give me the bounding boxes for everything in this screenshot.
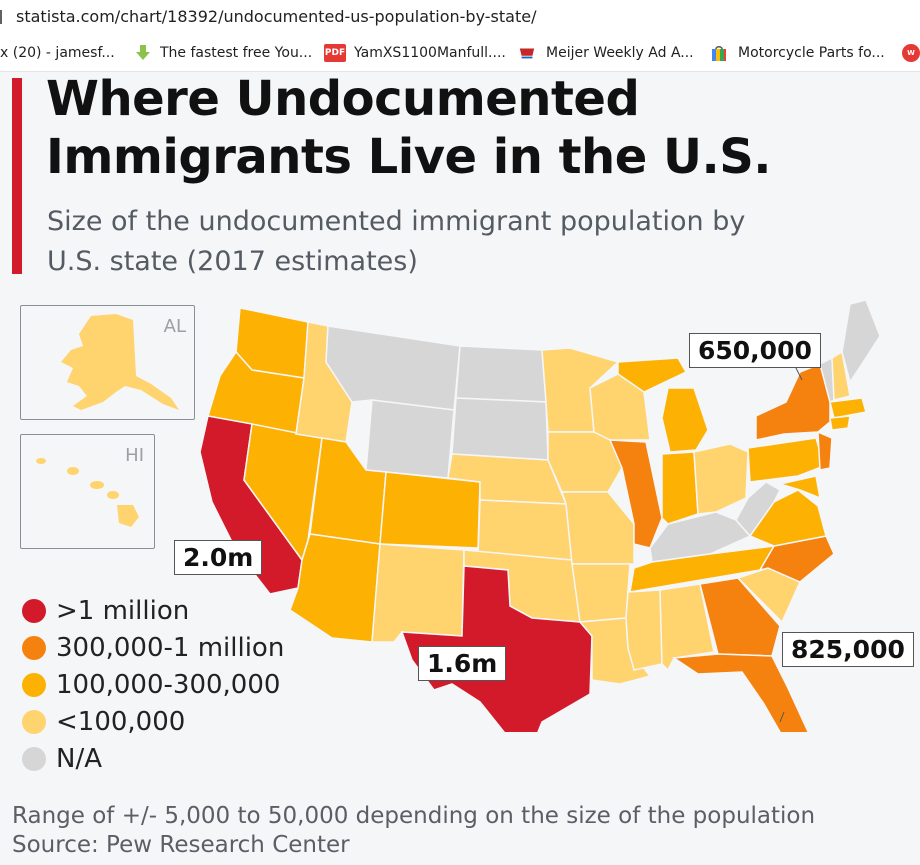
state-maine [841,299,881,384]
alaska-shape [61,314,179,410]
shopping-bag-icon [710,44,728,62]
title-accent-bar [12,78,22,274]
bookmark-meijer[interactable]: Meijer Weekly Ad A... [546,45,694,61]
state-missouri [560,491,635,565]
state-arkansas [571,563,631,623]
legend-item: N/A [22,740,284,777]
leader-florida [779,711,785,723]
state-south-dakota [451,397,549,461]
legend-swatch-light [22,709,46,734]
state-michigan-upper [617,357,688,393]
legend-item: 100,000-300,000 [22,666,284,703]
callout-texas: 1.6m [418,646,507,681]
state-indiana [661,451,699,525]
download-arrow-icon [134,44,152,62]
state-colorado [379,471,481,549]
hawaii-inset: HI [20,434,155,549]
legend-item: <100,000 [22,703,284,740]
pdf-icon: PDF [324,44,346,62]
footnote: Range of +/- 5,000 to 50,000 depending o… [12,802,815,860]
meijer-icon [518,44,536,62]
bookmark-mail[interactable]: x (20) - jamesf... [0,45,115,61]
state-mississippi [625,589,663,671]
legend-label: N/A [56,743,102,774]
walmart-icon[interactable]: W [902,44,920,62]
legend-label: 100,000-300,000 [56,669,281,700]
bookmark-youtube-downloader[interactable]: The fastest free You... [160,45,313,61]
footnote-range: Range of +/- 5,000 to 50,000 depending o… [12,803,816,829]
legend-swatch-orange [22,635,46,660]
callout-florida: 825,000 [782,632,914,667]
bookmarks-bar: x (20) - jamesf... The fastest free You.… [0,34,920,72]
state-michigan [661,387,709,453]
callout-california: 2.0m [174,540,263,575]
state-maryland [777,475,821,500]
us-map [199,299,881,732]
address-bar[interactable]: statista.com/chart/18392/undocumented-us… [0,0,920,34]
chart-subtitle: Size of the undocumented immigrant popul… [47,206,746,277]
footnote-source: Source: Pew Research Center [12,832,350,858]
legend-swatch-red [22,598,46,623]
legend-label: >1 million [56,595,190,626]
title-line-1: Where Undocumented [46,72,640,127]
legend: >1 million 300,000-1 million 100,000-300… [22,592,284,777]
state-wyoming [365,399,455,479]
alaska-label: AL [163,316,186,337]
legend-label: <100,000 [56,706,186,737]
state-florida [671,653,809,732]
title-line-2: Immigrants Live in the U.S. [46,129,772,185]
url-text[interactable]: statista.com/chart/18392/undocumented-us… [16,7,537,26]
hawaii-label: HI [125,445,144,466]
legend-swatch-amber [22,672,46,697]
state-georgia [699,577,781,657]
state-illinois [608,439,663,549]
state-connecticut [829,415,851,431]
state-pennsylvania [747,437,825,483]
state-new-hampshire [831,350,851,401]
state-massachusetts [829,397,867,419]
state-ohio [693,443,749,515]
legend-item: 300,000-1 million [22,629,284,666]
state-kansas [477,499,573,561]
hawaii-shape [36,458,139,527]
state-west-virginia [735,481,781,538]
state-north-dakota [455,345,547,403]
state-new-york [755,362,831,441]
legend-label: 300,000-1 million [56,632,285,663]
infographic: Where Undocumented Immigrants Live in th… [0,72,920,865]
bookmark-motorcycle-parts[interactable]: Motorcycle Parts fo... [738,45,885,61]
legend-item: >1 million [22,592,284,629]
state-new-jersey [817,430,833,471]
alaska-inset: AL [20,305,195,420]
state-new-mexico [371,543,465,643]
bookmark-yamaha-manual[interactable]: YamXS1100Manfull.... [354,45,506,61]
legend-swatch-gray [22,746,46,771]
callout-new-york: 650,000 [689,333,821,368]
chart-title: Where Undocumented Immigrants Live in th… [46,72,772,186]
site-info-icon[interactable] [0,10,8,24]
